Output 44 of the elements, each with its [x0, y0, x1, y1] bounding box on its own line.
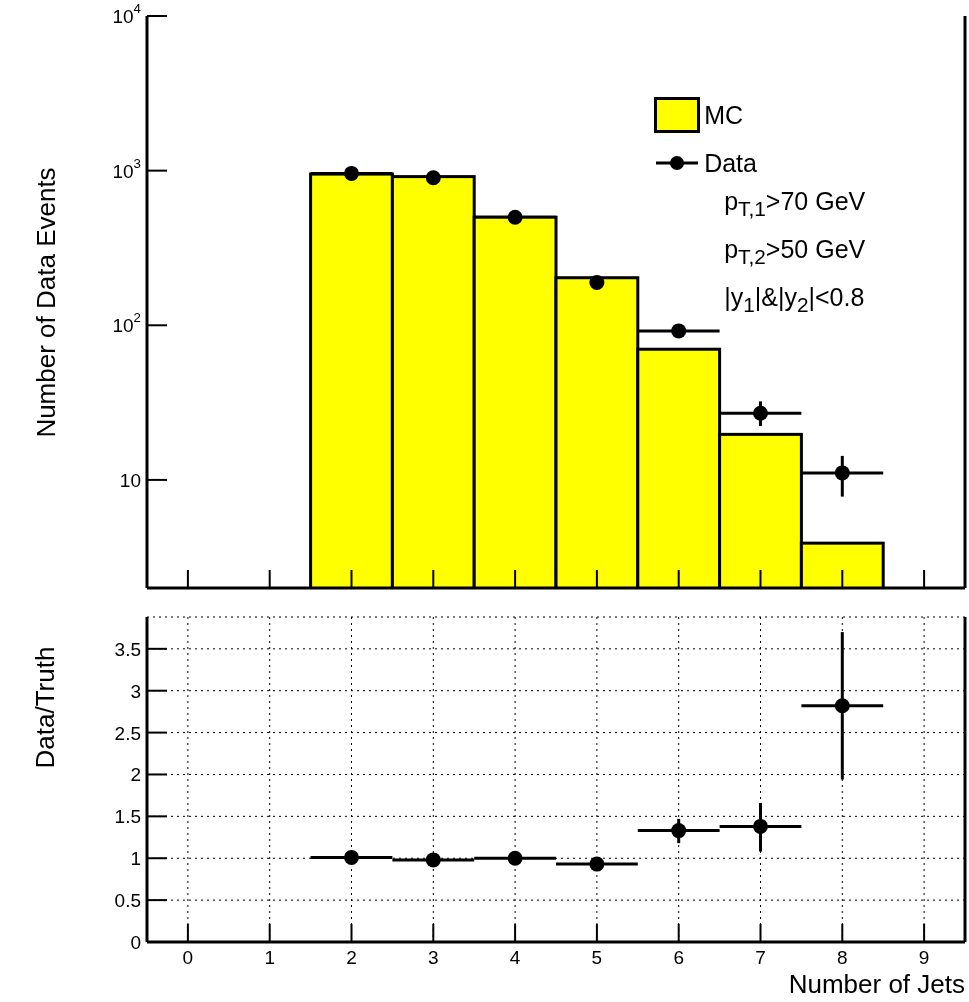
- point: [344, 849, 359, 865]
- x-tick-label: 7: [755, 947, 766, 968]
- legend-label: MC: [704, 100, 744, 130]
- x-tick-label: 6: [673, 947, 684, 968]
- point: [753, 405, 768, 421]
- y-tick-label: 10$^{2}$: [112, 310, 141, 336]
- x-tick-label: 1: [264, 947, 275, 968]
- point: [507, 850, 523, 866]
- y-axis-title: Number of Data Events: [30, 166, 62, 438]
- y-tick-label: 2: [130, 763, 141, 785]
- x-tick-label: 0: [182, 947, 194, 968]
- point: [834, 698, 850, 714]
- y-tick-label: 3: [130, 680, 141, 702]
- point: [425, 852, 441, 868]
- annotation: p$_{T,2}$>50 GeV: [724, 235, 866, 269]
- x-tick-label: 9: [918, 947, 930, 968]
- y-tick-label: 0: [130, 931, 141, 953]
- point: [834, 465, 850, 481]
- y-tick-label: 1: [130, 847, 141, 869]
- x-tick-label: 2: [346, 947, 357, 968]
- y-tick-label: 2.5: [114, 722, 141, 744]
- point: [589, 856, 605, 872]
- point: [671, 823, 687, 839]
- annotation: p$_{T,1}$>70 GeV: [724, 187, 866, 221]
- annotation: |y$_{1}$|&|y$_{2}$|<0.8: [724, 283, 865, 317]
- y-tick-label: 3.5: [114, 638, 141, 660]
- y-tick-label: 10$^{4}$: [112, 1, 141, 27]
- x-tick-label: 3: [428, 947, 439, 968]
- point: [344, 165, 359, 181]
- x-axis-title: Number of Jets: [788, 969, 965, 1000]
- y-axis-title: Data/Truth: [30, 646, 62, 768]
- point: [671, 323, 687, 339]
- y-tick-label: 0.5: [114, 889, 141, 911]
- y-tick-label: 10$^{3}$: [112, 155, 141, 182]
- point: [507, 209, 523, 225]
- y-tick-label: 1.5: [114, 805, 141, 827]
- y-tick-label: 10: [119, 469, 141, 491]
- x-tick-label: 5: [591, 947, 603, 968]
- point: [425, 170, 441, 186]
- legend-label: Data: [704, 148, 757, 178]
- point: [589, 275, 605, 291]
- x-tick-label: 8: [837, 947, 848, 968]
- point: [753, 818, 768, 834]
- x-tick-label: 4: [509, 947, 521, 968]
